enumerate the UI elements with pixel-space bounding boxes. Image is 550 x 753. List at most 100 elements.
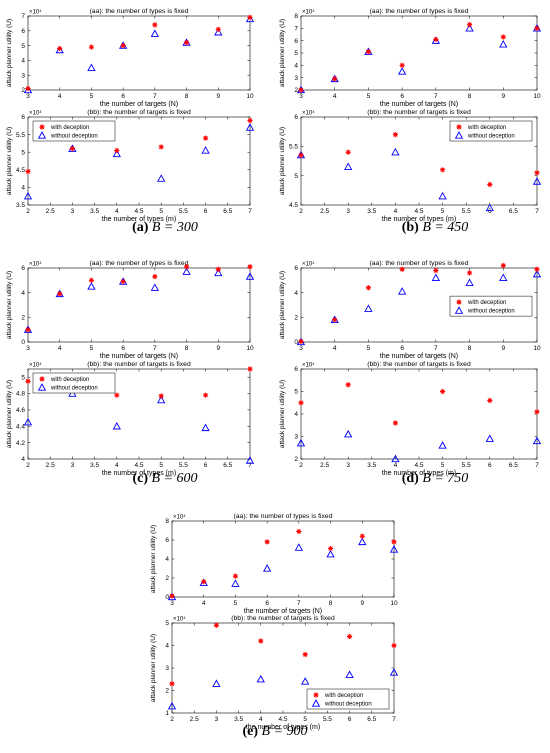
x-tick-label: 2 <box>26 208 30 215</box>
legend-without-label: without deception <box>467 134 515 140</box>
y-tick-label: 4 <box>21 58 25 65</box>
legend-with-label: with deception <box>324 693 363 699</box>
y-tick-label: 4 <box>21 290 25 297</box>
x-tick-label: 3 <box>71 462 75 469</box>
y-exponent-label: ×10⁴ <box>302 9 315 16</box>
caption-a: (a) B = 300 <box>70 220 260 236</box>
point-without-deception <box>112 149 121 158</box>
point-without-deception <box>389 668 399 676</box>
point-with-deception <box>345 149 351 155</box>
caption-a-text: B = 300 <box>151 220 198 235</box>
point-with-deception <box>215 26 221 32</box>
x-tick-label: 7 <box>535 208 539 215</box>
point-without-deception <box>326 549 335 558</box>
chart-title: (aa): the number of types is fixed <box>370 8 469 15</box>
point-with-deception <box>298 152 304 158</box>
x-tick-label: 4.5 <box>414 462 423 469</box>
point-with-deception <box>534 170 540 176</box>
plot-frame <box>300 368 538 460</box>
y-tick-label: 2 <box>21 315 25 322</box>
x-axis-label: the number of targets (N) <box>100 353 178 360</box>
x-tick-label: 5.5 <box>462 208 471 215</box>
x-tick-label: 10 <box>246 345 254 352</box>
point-without-deception <box>358 537 367 546</box>
y-tick-label: 3 <box>21 72 25 79</box>
x-axis-label: the number of targets (N) <box>380 101 458 108</box>
y-tick-label: 6 <box>294 38 298 45</box>
point-without-deception <box>431 36 441 44</box>
x-tick-label: 3 <box>26 93 30 100</box>
y-axis-label: attack planner utility (U) <box>6 380 13 448</box>
point-with-deception <box>120 278 126 285</box>
legend-without-marker <box>454 131 464 139</box>
y-tick-label: 4.5 <box>289 202 298 209</box>
x-tick-label: 6.5 <box>223 208 232 215</box>
x-tick-label: 7 <box>248 208 252 215</box>
y-tick-label: 5 <box>294 173 298 180</box>
point-without-deception <box>231 579 240 587</box>
point-without-deception <box>397 67 407 75</box>
caption-a-label: (a) <box>132 220 149 235</box>
y-tick-label: 5 <box>165 620 169 627</box>
x-tick-label: 5 <box>234 600 238 607</box>
point-without-deception <box>245 272 255 280</box>
x-tick-label: 8 <box>468 93 472 100</box>
x-axis-label: the number of targets (N) <box>380 353 458 360</box>
y-axis-label: attack planner utility (U) <box>150 525 157 593</box>
point-with-deception <box>399 62 405 68</box>
y-tick-label: 5 <box>294 389 298 396</box>
point-with-deception <box>152 22 158 28</box>
point-with-deception <box>88 277 95 283</box>
x-tick-label: 6 <box>348 716 352 723</box>
y-axis-label: attack planner utility (U) <box>6 19 13 87</box>
x-axis-label: the number of types (m) <box>382 216 456 223</box>
x-axis-label: the number of types (m) <box>102 470 176 477</box>
x-tick-label: 6 <box>121 345 125 352</box>
x-tick-label: 10 <box>533 93 541 100</box>
legend-without-marker <box>37 383 47 391</box>
y-tick-label: 3 <box>165 665 169 672</box>
x-tick-label: 4 <box>115 462 119 469</box>
x-tick-label: 6.5 <box>223 462 232 469</box>
y-tick-label: 2 <box>294 456 298 463</box>
x-tick-label: 7 <box>248 462 252 469</box>
y-tick-label: 4.2 <box>16 440 25 447</box>
point-with-deception <box>332 76 338 82</box>
chart-title: (aa): the number of types is fixed <box>370 260 469 267</box>
point-with-deception <box>327 545 334 552</box>
chart-e-top: 3 4 5 6 7 8 9 10 0 2 4 6 8 ×10⁴ (aa): the number of ty… <box>150 513 399 615</box>
point-with-deception <box>500 34 506 40</box>
point-without-deception <box>167 701 177 710</box>
point-with-deception <box>298 400 304 406</box>
y-tick-label: 2 <box>165 575 169 582</box>
x-tick-label: 9 <box>501 345 505 352</box>
y-tick-label: 2 <box>165 688 169 695</box>
point-with-deception <box>296 528 302 535</box>
point-without-deception <box>201 146 210 154</box>
legend-with-label: with deception <box>467 125 506 131</box>
y-tick-label: 6 <box>21 265 25 272</box>
caption-b: (b) B = 450 <box>340 220 530 236</box>
caption-b-text: B = 450 <box>422 220 469 235</box>
y-exponent-label: ×10⁴ <box>302 261 315 268</box>
point-with-deception <box>158 393 164 399</box>
x-tick-label: 6.5 <box>509 208 518 215</box>
point-without-deception <box>438 441 447 449</box>
point-with-deception <box>302 651 308 658</box>
point-without-deception <box>245 123 255 131</box>
point-with-deception <box>392 132 398 138</box>
caption-d-text: B = 750 <box>422 471 469 486</box>
caption-c: (c) B = 600 <box>70 471 260 487</box>
point-without-deception <box>391 147 400 156</box>
point-without-deception <box>201 423 210 432</box>
point-with-deception <box>247 366 253 372</box>
x-tick-label: 3 <box>215 716 219 723</box>
point-with-deception <box>264 539 270 545</box>
legend-without-label: without deception <box>467 309 515 315</box>
x-tick-label: 10 <box>246 93 254 100</box>
point-with-deception <box>169 593 175 599</box>
x-tick-label: 7 <box>535 462 539 469</box>
x-tick-label: 5 <box>303 716 307 723</box>
